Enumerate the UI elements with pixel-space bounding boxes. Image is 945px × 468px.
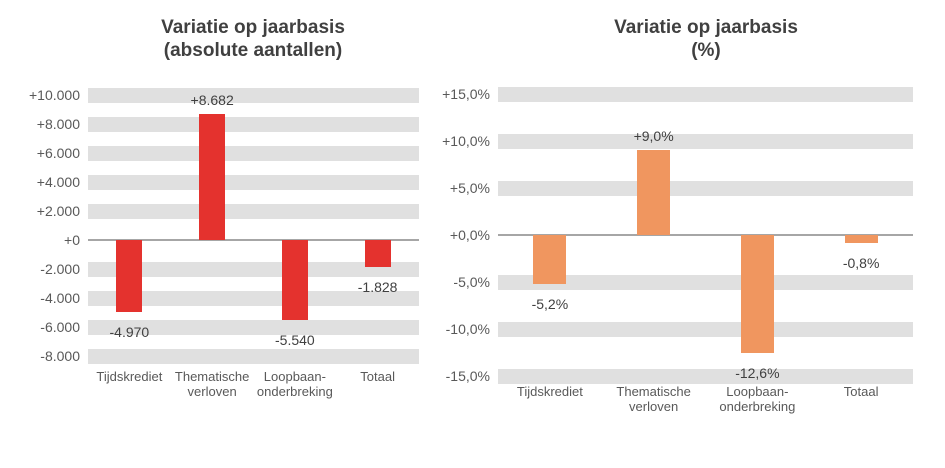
x-axis-category-label: Tijdskrediet (490, 384, 610, 399)
chart-title-line1: Variatie op jaarbasis (614, 17, 798, 38)
y-axis-tick-label: -15,0% (445, 368, 490, 384)
x-axis-category-label: Totaal (801, 384, 921, 399)
category-label-line: Loopbaan- (263, 369, 326, 384)
x-axis-category-label: Loopbaan-onderbreking (235, 369, 355, 399)
gridline-band (88, 319, 419, 335)
y-axis-tick-label: -5,0% (453, 274, 490, 290)
category-label-line: onderbreking (256, 384, 333, 399)
x-axis-category-label: Thematische verloven (152, 369, 272, 399)
category-label-line: Thematische (616, 384, 691, 399)
bar-totaal (844, 235, 878, 243)
bar-thematische-verloven (199, 114, 226, 240)
y-axis-tick-label: +10.000 (29, 87, 80, 103)
gridline-band (498, 368, 913, 384)
data-label: -5,2% (531, 295, 569, 312)
chart-title-percent: Variatie op jaarbasis (%) (614, 16, 798, 62)
y-axis-tick-label: -2.000 (40, 261, 80, 277)
y-axis-tick-label: +5,0% (449, 180, 490, 196)
y-axis-tick-label: +15,0% (442, 86, 490, 102)
y-axis-tick-label: -10,0% (445, 321, 490, 337)
plot-area-absolute: +10.000 +8.000 +6.000 +4.000 +2.000 +0 -2.000 -… (0, 0, 470, 468)
data-label: +8.682 (190, 92, 234, 109)
y-axis-tick-label: +6.000 (36, 145, 80, 161)
gridline-band (88, 116, 419, 132)
category-label-line: verloven (629, 399, 679, 414)
bar-totaal (364, 240, 391, 267)
category-label-line: Tijdskrediet (516, 384, 583, 399)
category-label-line: Tijdskrediet (96, 369, 163, 384)
data-label: -0,8% (842, 254, 880, 271)
gridline-band (88, 174, 419, 190)
y-axis-tick-label: +2.000 (36, 203, 80, 219)
gridline-band (498, 133, 913, 149)
x-axis-category-label: Thematische verloven (594, 384, 714, 414)
y-axis-tick-label: +4.000 (36, 174, 80, 190)
y-axis-tick-label: -8.000 (40, 348, 80, 364)
gridline-band (88, 145, 419, 161)
gridline-band (88, 87, 419, 103)
x-axis-category-label: Loopbaan-onderbreking (697, 384, 817, 414)
category-label-line: verloven (187, 384, 237, 399)
bar-loopbaan-onderbreking (740, 235, 774, 354)
chart-title-line1: Variatie op jaarbasis (161, 17, 345, 38)
gridline-band (498, 321, 913, 337)
gridline-band (498, 180, 913, 196)
y-axis-tick-label: -4.000 (40, 290, 80, 306)
gridline-band (88, 348, 419, 364)
chart-percent: Variatie op jaarbasis (%) +15,0% +10,0% +5… (430, 0, 945, 468)
chart-absolute-aantallen: Variatie op jaarbasis (absolute aantalle… (0, 0, 470, 468)
bar-tijdskrediet (116, 240, 143, 313)
chart-title-line2: (%) (691, 40, 721, 61)
gridline-band (88, 290, 419, 306)
gridline-band (498, 86, 913, 102)
y-axis-tick-label: +10,0% (442, 133, 490, 149)
chart-title-line2: (absolute aantallen) (163, 40, 343, 61)
category-label-line: Thematische (174, 369, 250, 384)
category-label-line: Loopbaan- (726, 384, 789, 399)
y-axis-tick-label: -6.000 (40, 319, 80, 335)
bar-loopbaan-onderbreking (281, 240, 308, 321)
bar-tijdskrediet (533, 235, 567, 284)
gridline-band (88, 261, 419, 277)
data-label: -1.828 (357, 278, 398, 295)
zero-axis-line (498, 234, 913, 236)
y-axis-tick-label: +0 (64, 232, 80, 248)
gridline-band (498, 274, 913, 290)
y-axis-tick-label: +0,0% (449, 227, 490, 243)
x-axis-category-label: Tijdskrediet (69, 369, 189, 384)
plot-area-percent: +15,0% +10,0% +5,0% +0,0% -5,0% -10,0% -15,0% -… (430, 0, 945, 468)
x-axis-category-label: Totaal (318, 369, 438, 384)
category-label-line: Totaal (843, 384, 879, 399)
category-label-line: onderbreking (719, 399, 796, 414)
y-axis-tick-label: +8.000 (36, 116, 80, 132)
data-label: -5.540 (275, 332, 315, 349)
gridline-band (88, 203, 419, 219)
zero-axis-line (88, 239, 419, 241)
chart-title-absolute: Variatie op jaarbasis (absolute aantalle… (161, 16, 345, 62)
bar-thematische-verloven (637, 150, 671, 235)
category-label-line: Totaal (360, 369, 395, 384)
data-label: -4.970 (109, 324, 150, 341)
data-label: -12,6% (735, 365, 780, 382)
data-label: +9,0% (633, 128, 674, 145)
